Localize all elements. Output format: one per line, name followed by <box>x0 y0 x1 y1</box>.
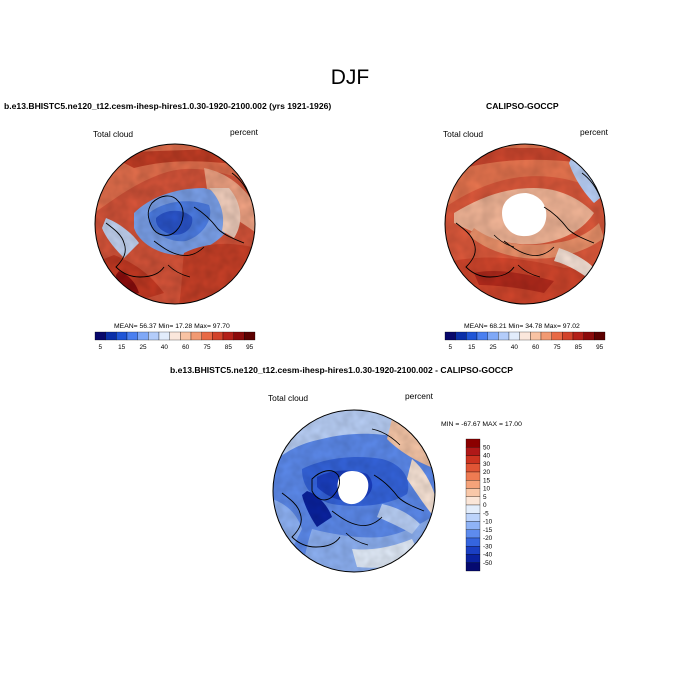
panel2-colorbar-swatch <box>583 331 595 341</box>
panel3-colorbar-tick-label: -40 <box>483 552 493 559</box>
panel2-colorbar-swatch <box>551 331 563 341</box>
panel3-variable-label: Total cloud <box>268 393 309 403</box>
panel2-colorbar-tick-label: 25 <box>489 344 497 351</box>
panel1-colorbar-swatch <box>233 331 245 341</box>
panel2-colorbar-swatch <box>572 331 584 341</box>
panel3-colorbar-swatch <box>465 463 481 473</box>
panel2-colorbar-swatch <box>444 331 456 341</box>
panel2-colorbar-swatch <box>594 331 606 341</box>
panel1-colorbar-swatch <box>190 331 202 341</box>
panel3-colorbar-swatch <box>465 488 481 497</box>
panel3-colorbar-tick-label: 10 <box>483 486 491 493</box>
panel1-colorbar-tick-label: 25 <box>139 344 147 351</box>
panel2-colorbar-swatch <box>530 331 542 341</box>
panel3-colorbar-swatch <box>465 546 481 555</box>
panel3-colorbar-swatch <box>465 529 481 539</box>
panel2-colorbar-swatch <box>476 331 488 341</box>
panel3-colorbar-swatch <box>465 447 481 456</box>
panel3-colorbar-swatch <box>465 496 481 506</box>
panel3-colorbar-tick-label: 50 <box>483 444 491 451</box>
panel2-colorbar-swatch <box>508 331 520 341</box>
panel3-colorbar-tick-label: 15 <box>483 477 491 484</box>
panel3-units-label: percent <box>405 391 433 401</box>
panel2-colorbar-swatch <box>498 331 510 341</box>
panel2-colorbar-tick-label: 5 <box>449 344 453 351</box>
panel1-colorbar-swatch <box>169 331 181 341</box>
panel2-colorbar-swatch <box>455 331 467 341</box>
panel3-colorbar-tick-label: 0 <box>483 502 487 509</box>
panel3-polar-map <box>272 409 436 573</box>
panel3-colorbar-tick-label: 5 <box>483 494 487 501</box>
panel1-colorbar-tick-label: 85 <box>225 344 233 351</box>
panel3-colorbar-swatch <box>465 521 481 530</box>
panel3-colorbar-swatch <box>465 471 481 481</box>
panel2-colorbar-tick-label: 15 <box>468 344 476 351</box>
panel2-colorbar-swatch <box>519 331 531 341</box>
panel2-colorbar-swatch <box>562 331 574 341</box>
panel1-colorbar-swatch <box>158 331 170 341</box>
panel3-colorbar-tick-label: -15 <box>483 527 493 534</box>
panel3-colorbar-tick-label: -5 <box>483 510 489 517</box>
panel1-colorbar-tick-label: 60 <box>182 344 190 351</box>
panel1-colorbar-swatch <box>222 331 234 341</box>
panel1-colorbar-swatch <box>94 331 106 341</box>
panel1-colorbar-tick-label: 95 <box>246 344 254 351</box>
panel3-colorbar-tick-label: -20 <box>483 535 493 542</box>
panel1-stats: MEAN= 56.37 Min= 17.28 Max= 97.70 <box>114 323 230 330</box>
panel1-colorbar-swatch <box>105 331 117 341</box>
panel1-colorbar-swatch <box>137 331 149 341</box>
panel2-colorbar-tick-label: 60 <box>532 344 540 351</box>
panel2-colorbar-swatch <box>487 331 499 341</box>
panel1-variable-label: Total cloud <box>93 129 134 139</box>
panel1-colorbar-tick-label: 5 <box>99 344 103 351</box>
panel1-colorbar: 5 15 25 40 60 75 85 95 <box>94 331 256 351</box>
panel1-colorbar-tick-label: 75 <box>203 344 211 351</box>
panel2-colorbar-tick-label: 95 <box>596 344 604 351</box>
panel3-colorbar-swatch <box>465 537 481 547</box>
panel2-units-label: percent <box>580 127 608 137</box>
panel3-colorbar-swatch <box>465 562 481 572</box>
panel1-colorbar-swatch <box>201 331 213 341</box>
panel3-colorbar-swatch <box>465 480 481 489</box>
panel3-colorbar-swatch <box>465 513 481 522</box>
panel3-colorbar-tick-label: 30 <box>483 461 491 468</box>
panel3-colorbar-swatch <box>465 504 481 514</box>
panel3-heading: b.e13.BHISTC5.ne120_t12.cesm-ihesp-hires… <box>170 365 513 375</box>
panel2-colorbar-swatch <box>466 331 478 341</box>
panel1-colorbar-tick-label: 40 <box>161 344 169 351</box>
panel3-colorbar-tick-label: -50 <box>483 560 493 567</box>
panel1-polar-map <box>94 143 256 305</box>
panel1-colorbar-swatch <box>116 331 128 341</box>
panel3-colorbar-swatch <box>465 455 481 464</box>
panel3-colorbar-tick-label: -10 <box>483 519 493 526</box>
panel3-colorbar-tick-label: -30 <box>483 543 493 550</box>
panel2-colorbar-swatch <box>540 331 552 341</box>
panel3-colorbar-tick-label: 20 <box>483 469 491 476</box>
panel2-colorbar-tick-label: 85 <box>575 344 583 351</box>
panel1-colorbar-tick-label: 15 <box>118 344 126 351</box>
panel3-stats: MIN = -67.67 MAX = 17.00 <box>441 421 522 428</box>
panel2-stats: MEAN= 68.21 Min= 34.78 Max= 97.02 <box>464 323 580 330</box>
panel1-heading: b.e13.BHISTC5.ne120_t12.cesm-ihesp-hires… <box>4 101 332 111</box>
panel2-heading: CALIPSO-GOCCP <box>486 101 559 111</box>
panel2-colorbar: 5 15 25 40 60 75 85 95 <box>444 331 606 351</box>
panel1-colorbar-swatch <box>180 331 192 341</box>
panel3-colorbar-swatch <box>465 554 481 563</box>
panel1-colorbar-swatch <box>244 331 256 341</box>
panel1-units-label: percent <box>230 127 258 137</box>
panel2-colorbar-tick-label: 75 <box>553 344 561 351</box>
panel2-variable-label: Total cloud <box>443 129 484 139</box>
figure-title: DJF <box>330 66 370 89</box>
panel3-colorbar-swatch <box>465 438 481 448</box>
panel1-colorbar-swatch <box>148 331 160 341</box>
panel2-polar-map <box>444 143 606 305</box>
panel1-colorbar-swatch <box>126 331 138 341</box>
panel1-colorbar-swatch <box>212 331 224 341</box>
panel2-colorbar-tick-label: 40 <box>511 344 519 351</box>
panel3-colorbar-tick-label: 40 <box>483 453 491 460</box>
